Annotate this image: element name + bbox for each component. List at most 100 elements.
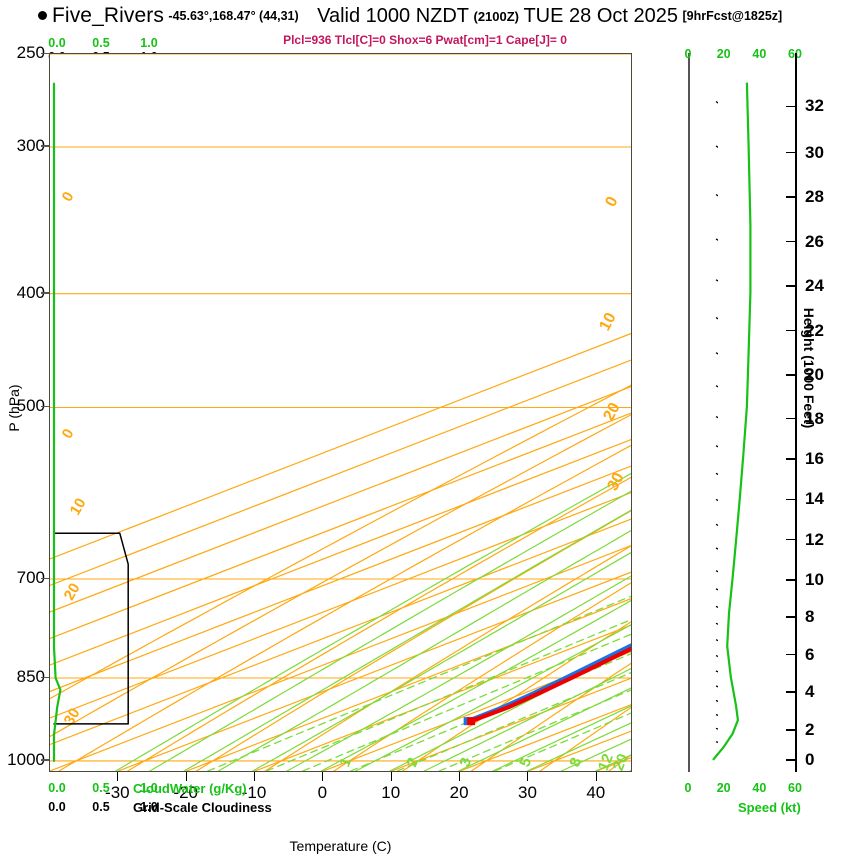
svg-text:0: 0	[59, 189, 78, 205]
svg-text:20: 20	[600, 400, 623, 424]
height-tick-12: 12	[805, 529, 824, 549]
height-tick-mark	[786, 329, 795, 332]
speed-tick-20-bottom: 20	[716, 781, 731, 795]
station-name: Five_Rivers	[52, 4, 164, 27]
pressure-tick-mark	[41, 759, 49, 761]
temperature-tick--30: -30	[105, 783, 130, 802]
pressure-tick-500: 500	[16, 396, 45, 416]
station-coordinates: -45.63°,168.47° (44,31)	[168, 9, 299, 23]
height-tick-32: 32	[805, 96, 824, 116]
speed-tick-40-bottom: 40	[752, 781, 767, 795]
height-tick-mark	[786, 759, 795, 761]
stability-indices: Plcl=936 Tlcl[C]=0 Shox=6 Pwat[cm]=1 Cap…	[283, 33, 567, 47]
pressure-tick-400: 400	[16, 282, 45, 302]
cloudwater-top-tick-2: 1.0	[140, 36, 158, 50]
pressure-tick-mark	[41, 292, 49, 294]
height-tick-mark	[786, 498, 795, 501]
speed-axis-title: Speed (kt)	[738, 800, 801, 815]
pressure-tick-850: 850	[16, 667, 45, 687]
temperature-tick-mark	[117, 772, 119, 781]
height-tick-mark	[786, 653, 795, 656]
svg-text:30: 30	[604, 470, 627, 494]
temperature-tick-10: 10	[381, 783, 401, 802]
svg-text:2: 2	[403, 755, 422, 769]
skewt-plot[interactable]: 1 2 3 5 8 12 20 0 0 10 20 30 0 10 20 30	[49, 53, 632, 772]
height-tick-30: 30	[805, 142, 824, 162]
cloudwater-scale-title: CloudWater (g/Kg)	[133, 781, 247, 796]
speed-tick-60-bottom: 60	[788, 781, 802, 795]
height-tick-18: 18	[805, 408, 824, 428]
temperature-tick-30: 30	[518, 783, 537, 802]
pressure-tick-250: 250	[16, 43, 45, 62]
height-tick-0: 0	[805, 749, 815, 769]
temperature-tick-mark	[527, 772, 529, 781]
speed-tick-40-top: 40	[752, 47, 767, 61]
temperature-axis: -30 -20 -10 0 10 20 30 40	[49, 772, 632, 812]
temperature-tick-mark	[595, 772, 597, 781]
pressure-tick-mark	[41, 405, 49, 408]
temperature-axis-title: Temperature (C)	[289, 838, 392, 854]
temperature-tick-mark	[390, 772, 392, 781]
height-tick-10: 10	[805, 569, 824, 589]
height-tick-mark	[786, 417, 795, 420]
header: Five_Rivers -45.63°,168.47° (44,31) Vali…	[0, 4, 850, 32]
temperature-tick-40: 40	[586, 783, 606, 802]
height-tick-16: 16	[805, 448, 824, 468]
height-tick-4: 4	[805, 682, 815, 702]
speed-tick-20-top: 20	[716, 47, 731, 61]
pressure-tick-1000: 1000	[7, 749, 45, 769]
cloudwater-top-tick-1: 0.5	[92, 36, 110, 50]
height-tick-mark	[786, 105, 795, 108]
wind-panel-axis	[688, 53, 690, 772]
wind-speed-profile	[712, 82, 752, 761]
svg-text:5: 5	[516, 755, 535, 769]
pressure-tick-300: 300	[16, 135, 45, 155]
cloudwater-bottom-tick-1: 0.5	[92, 781, 110, 795]
forecast-info: [9hrFcst@1825z]	[682, 9, 783, 23]
svg-text:20: 20	[610, 751, 631, 771]
height-tick-28: 28	[805, 187, 824, 207]
height-tick-6: 6	[805, 644, 815, 664]
svg-text:10: 10	[67, 495, 90, 518]
height-tick-24: 24	[805, 275, 824, 295]
height-tick-2: 2	[805, 719, 815, 739]
station-dot-icon	[38, 11, 47, 21]
pressure-axis-title: P (hPa)	[6, 384, 22, 432]
cloudiness-bottom-tick-1: 0.5	[92, 800, 110, 814]
pressure-tick-mark	[41, 145, 49, 147]
height-tick-mark	[786, 538, 795, 541]
height-tick-mark	[786, 579, 795, 581]
pressure-tick-mark	[41, 52, 49, 54]
svg-text:0: 0	[602, 194, 621, 210]
cloudwater-bottom-tick-0: 0.0	[48, 781, 66, 795]
svg-text:20: 20	[61, 580, 84, 603]
temperature-tick--10: -10	[241, 783, 267, 802]
cloudiness-bottom-tick-0: 0.0	[48, 800, 66, 814]
height-tick-20: 20	[805, 365, 824, 385]
svg-text:10: 10	[596, 310, 619, 334]
height-tick-mark	[786, 691, 795, 693]
speed-tick-0-bottom: 0	[684, 781, 692, 795]
valid-time: Valid 1000 NZDT	[317, 5, 470, 27]
height-tick-mark	[786, 196, 795, 198]
temperature-tick-mark	[185, 772, 187, 781]
pressure-axis: 250 300 400 500 700 850 1000	[0, 43, 49, 772]
temperature-tick-mark	[459, 772, 461, 781]
height-tick-mark	[786, 374, 795, 376]
svg-text:12: 12	[595, 751, 617, 771]
temperature-tick--20: -20	[173, 783, 198, 802]
valid-time-utc: (2100Z)	[473, 9, 520, 24]
cloudiness-bottom-tick-2: 1.0	[140, 800, 158, 814]
valid-date: TUE 28 Oct 2025	[523, 5, 678, 27]
temperature-tick-mark	[322, 772, 324, 781]
height-tick-mark	[786, 240, 795, 243]
temperature-tick-20: 20	[449, 783, 469, 802]
cloudiness-scale-title: Grid-Scale Cloudiness	[133, 800, 272, 815]
pressure-tick-mark	[41, 577, 49, 579]
height-tick-mark	[786, 458, 795, 460]
temperature-tick-mark	[254, 772, 256, 781]
speed-tick-0-top: 0	[684, 47, 692, 61]
height-tick-mark	[786, 728, 795, 731]
pressure-tick-700: 700	[16, 568, 45, 588]
speed-profile-line	[712, 82, 752, 761]
